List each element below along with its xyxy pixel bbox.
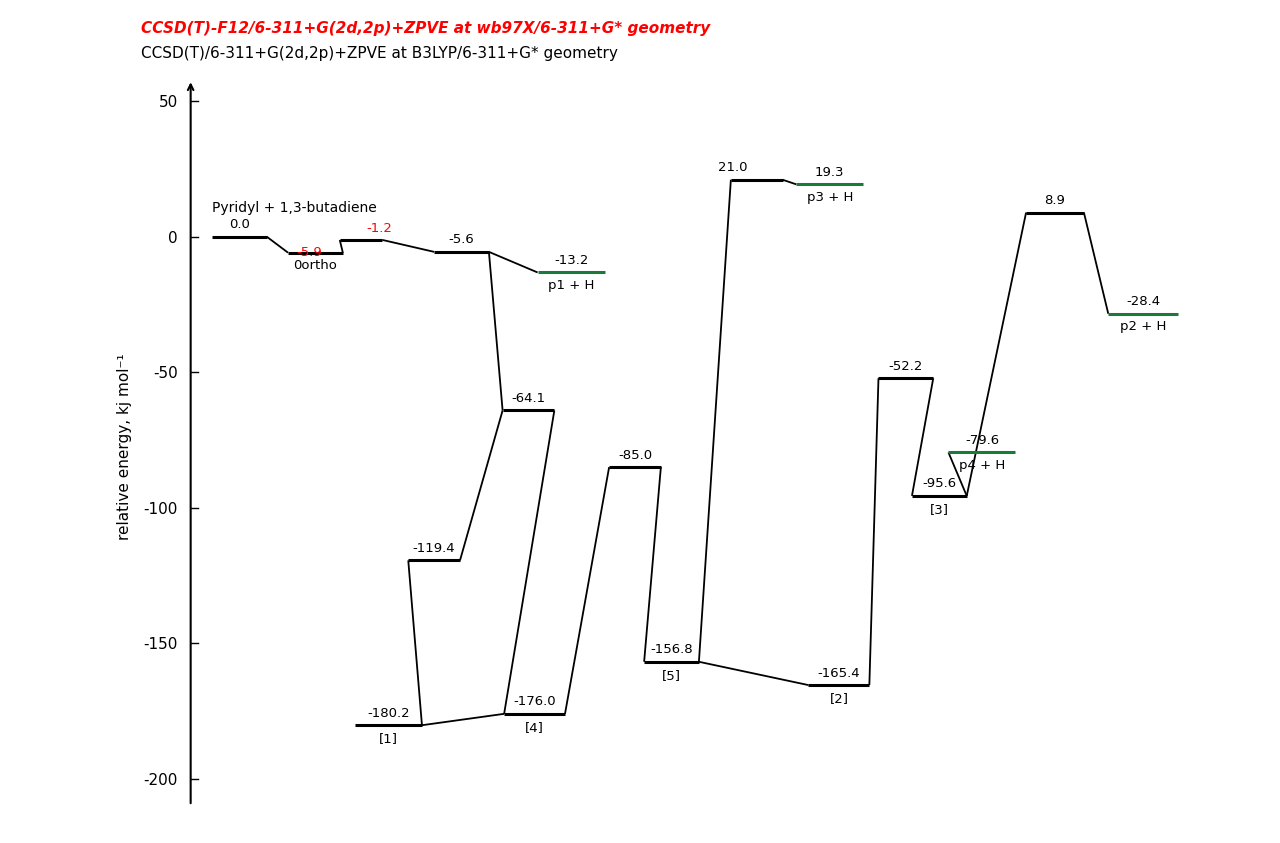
Text: 21.0: 21.0 bbox=[718, 161, 748, 175]
Text: 19.3: 19.3 bbox=[815, 166, 845, 179]
Text: -119.4: -119.4 bbox=[413, 542, 456, 555]
Text: -85.0: -85.0 bbox=[618, 448, 652, 462]
Text: [2]: [2] bbox=[829, 692, 849, 705]
Text: -5.6: -5.6 bbox=[449, 234, 475, 246]
Text: 0ortho: 0ortho bbox=[293, 260, 338, 272]
Text: p1 + H: p1 + H bbox=[548, 279, 594, 293]
Text: CCSD(T)-F12/6-311+G(2d,2p)+ZPVE at wb97X/6-311+G* geometry: CCSD(T)-F12/6-311+G(2d,2p)+ZPVE at wb97X… bbox=[141, 21, 710, 36]
Text: -176.0: -176.0 bbox=[513, 695, 556, 708]
Text: -1.2: -1.2 bbox=[366, 222, 392, 234]
Text: -79.6: -79.6 bbox=[965, 434, 998, 447]
Text: p4 + H: p4 + H bbox=[959, 459, 1005, 472]
Text: 0.0: 0.0 bbox=[229, 218, 250, 231]
Text: p2 + H: p2 + H bbox=[1120, 320, 1166, 334]
Y-axis label: relative energy, kj mol⁻¹: relative energy, kj mol⁻¹ bbox=[118, 353, 132, 540]
Text: -64.1: -64.1 bbox=[512, 392, 545, 405]
Text: Pyridyl + 1,3-butadiene: Pyridyl + 1,3-butadiene bbox=[212, 201, 376, 215]
Text: -165.4: -165.4 bbox=[818, 667, 860, 679]
Text: -28.4: -28.4 bbox=[1126, 295, 1161, 309]
Text: -156.8: -156.8 bbox=[650, 643, 692, 657]
Text: [5]: [5] bbox=[662, 668, 681, 681]
Text: [3]: [3] bbox=[929, 502, 948, 516]
Text: p3 + H: p3 + H bbox=[806, 191, 852, 204]
Text: -180.2: -180.2 bbox=[367, 706, 410, 720]
Text: -95.6: -95.6 bbox=[923, 477, 956, 491]
Text: [1]: [1] bbox=[379, 732, 398, 745]
Text: CCSD(T)/6-311+G(2d,2p)+ZPVE at B3LYP/6-311+G* geometry: CCSD(T)/6-311+G(2d,2p)+ZPVE at B3LYP/6-3… bbox=[141, 46, 618, 62]
Text: -52.2: -52.2 bbox=[888, 360, 923, 373]
Text: -13.2: -13.2 bbox=[554, 254, 589, 267]
Text: [4]: [4] bbox=[525, 721, 544, 733]
Text: -5.9: -5.9 bbox=[297, 246, 323, 260]
Text: 8.9: 8.9 bbox=[1044, 194, 1065, 207]
